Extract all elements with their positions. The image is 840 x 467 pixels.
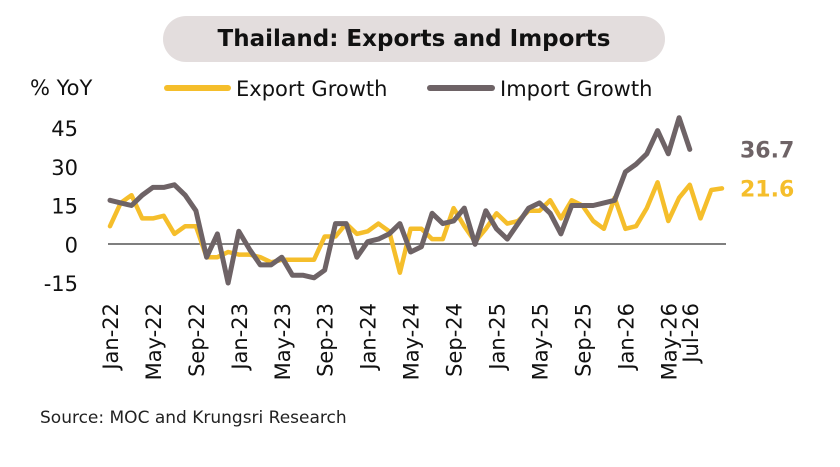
legend-label-import: Import Growth xyxy=(500,77,652,101)
x-tick-label: Jan-26 xyxy=(614,303,638,372)
y-axis-ticks: 45 30 15 0 -15 xyxy=(44,117,78,296)
end-value-labels: 21.6 36.7 xyxy=(740,138,794,202)
x-tick-label: Jan-24 xyxy=(357,303,381,372)
series-lines xyxy=(107,115,725,286)
legend-label-export: Export Growth xyxy=(236,77,387,101)
x-tick-label: Jan-22 xyxy=(99,303,123,372)
x-tick-label: Jul-26 xyxy=(679,303,703,365)
x-axis-ticks: Jan-22 May-22 Sep-22 Jan-23 May-23 Sep-23 Jan-… xyxy=(99,303,703,380)
y-tick-label: 30 xyxy=(51,156,78,180)
x-tick-label: Sep-25 xyxy=(571,303,595,377)
y-tick-label: -15 xyxy=(44,272,78,296)
x-tick-label: Sep-23 xyxy=(314,303,338,377)
legend: Export Growth Import Growth xyxy=(164,77,652,101)
y-tick-label: 0 xyxy=(65,233,78,257)
source-note: Source: MOC and Krungsri Research xyxy=(40,408,347,428)
end-label-import: 36.7 xyxy=(740,138,794,163)
x-tick-label: Sep-22 xyxy=(185,303,209,377)
y-axis-label: % YoY xyxy=(30,76,93,100)
x-tick-label: May-23 xyxy=(271,303,295,380)
x-tick-label: Jan-25 xyxy=(486,303,510,372)
x-tick-label: May-25 xyxy=(528,303,552,380)
end-label-export: 21.6 xyxy=(740,177,794,202)
x-tick-label: Jan-23 xyxy=(228,303,252,372)
series-line-import xyxy=(107,115,693,286)
x-tick-label: May-22 xyxy=(142,303,166,380)
series-line-export xyxy=(107,180,725,275)
x-tick-label: May-26 xyxy=(657,303,681,380)
y-tick-label: 15 xyxy=(51,195,78,219)
x-tick-label: May-24 xyxy=(400,303,424,380)
y-tick-label: 45 xyxy=(51,117,78,141)
x-tick-label: Sep-24 xyxy=(443,303,467,377)
chart-title: Thailand: Exports and Imports xyxy=(163,16,665,62)
